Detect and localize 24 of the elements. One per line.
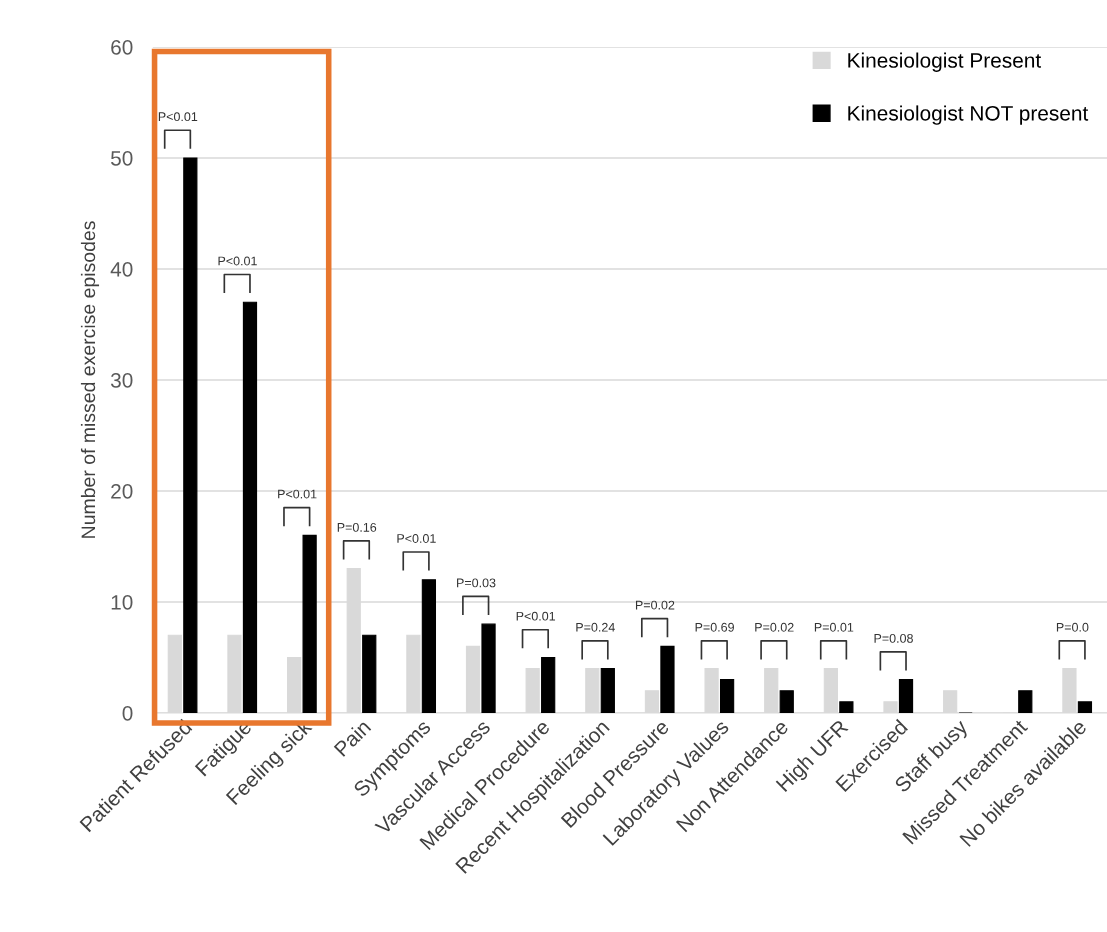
annotation: P=0.02 bbox=[755, 622, 794, 632]
annotation: P=0.69 bbox=[695, 622, 734, 632]
annotation: P<0.01 bbox=[218, 256, 257, 266]
annotation: P<0.01 bbox=[397, 534, 436, 543]
y-tick-label: 50 bbox=[110, 150, 133, 166]
annotation: P=0.08 bbox=[874, 633, 913, 643]
y-tick-label: 0 bbox=[122, 705, 133, 721]
legend-label: Kinesiologist NOT present bbox=[848, 105, 1089, 125]
annotation: P<0.01 bbox=[516, 611, 556, 621]
annotation: P<0.01 bbox=[278, 489, 317, 499]
y-axis-title: Number of missed exercise episodes bbox=[80, 221, 100, 538]
annotation: P<0.01 bbox=[158, 112, 198, 122]
y-tick-label: 20 bbox=[111, 483, 133, 499]
annotation: P=0.01 bbox=[814, 622, 854, 632]
annotation: P=0.24 bbox=[576, 622, 615, 632]
legend-label: Kinesiologist Present bbox=[848, 52, 1042, 72]
annotation: P=0.02 bbox=[635, 600, 675, 610]
annotation: P=0.03 bbox=[457, 578, 496, 588]
y-tick-label: 10 bbox=[111, 594, 133, 610]
annotation: P=0.16 bbox=[337, 522, 377, 532]
y-tick-label: 60 bbox=[111, 39, 133, 55]
y-tick-label: 30 bbox=[110, 372, 133, 388]
y-tick-label: 40 bbox=[110, 261, 133, 277]
annotation: P=0.0 bbox=[1056, 622, 1089, 632]
